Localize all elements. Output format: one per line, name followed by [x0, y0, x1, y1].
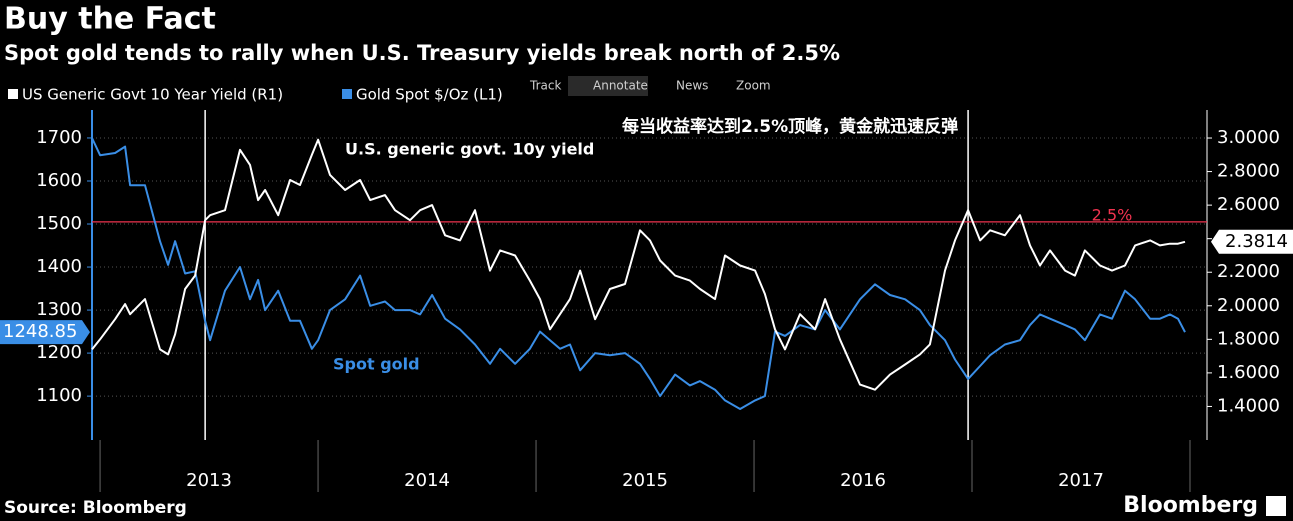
toolbar-button[interactable]: Track [529, 79, 561, 93]
x-tick-label: 2017 [1058, 470, 1104, 491]
x-tick-label: 2016 [840, 470, 886, 491]
annotation: U.S. generic govt. 10y yield [345, 140, 594, 159]
y2-tick-label: 2.8000 [1217, 161, 1280, 182]
last-value-label: 1248.85 [3, 321, 77, 342]
toolbar-button[interactable]: News [676, 79, 708, 93]
y-tick-label: 1700 [36, 127, 82, 148]
x-tick-label: 2014 [404, 470, 450, 491]
legend-swatch [8, 89, 18, 99]
threshold-label: 2.5% [1092, 205, 1133, 224]
legend-label: Gold Spot $/Oz (L1) [356, 86, 503, 104]
last-value-box [0, 320, 90, 345]
y-tick-label: 1100 [36, 385, 82, 406]
series-line [91, 138, 1186, 391]
last-value-box [1211, 229, 1293, 254]
y-tick-label: 1200 [36, 342, 82, 363]
last-value-label: 2.3814 [1225, 231, 1288, 252]
y2-tick-label: 1.8000 [1217, 328, 1280, 349]
chart-subtitle: Spot gold tends to rally when U.S. Treas… [4, 41, 840, 65]
brand: Bloomberg [1123, 493, 1258, 518]
y-tick-label: 1400 [36, 256, 82, 277]
source: Source: Bloomberg [4, 498, 187, 518]
y-tick-label: 1600 [36, 170, 82, 191]
x-tick-label: 2013 [186, 470, 232, 491]
y2-tick-label: 1.4000 [1217, 395, 1280, 416]
y2-tick-label: 1.6000 [1217, 362, 1280, 383]
legend-swatch [342, 89, 352, 99]
toolbar-button[interactable]: Annotate [593, 79, 648, 93]
y2-tick-label: 3.0000 [1217, 127, 1280, 148]
annotation: Spot gold [333, 355, 420, 374]
brand-icon [1266, 496, 1286, 516]
annotation: 每当收益率达到2.5%顶峰，黄金就迅速反弹 [622, 116, 958, 137]
chart-title: Buy the Fact [4, 2, 216, 37]
toolbar-highlight [568, 76, 648, 96]
y-tick-label: 1300 [36, 299, 82, 320]
y2-tick-label: 2.0000 [1217, 295, 1280, 316]
y2-tick-label: 2.6000 [1217, 194, 1280, 215]
legend-label: US Generic Govt 10 Year Yield (R1) [22, 86, 283, 104]
y2-tick-label: 2.2000 [1217, 261, 1280, 282]
y-tick-label: 1500 [36, 213, 82, 234]
x-tick-label: 2015 [622, 470, 668, 491]
series-line [91, 137, 1186, 410]
toolbar-button[interactable]: Zoom [736, 79, 771, 93]
